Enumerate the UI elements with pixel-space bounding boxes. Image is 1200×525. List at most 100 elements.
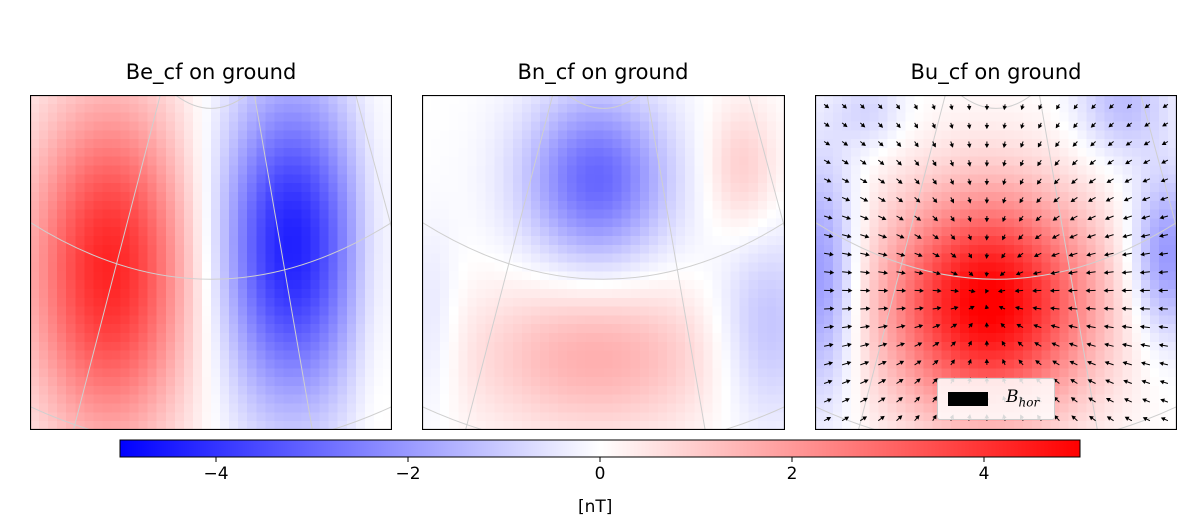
heatmap-cell <box>129 112 140 123</box>
heatmap-cell <box>648 165 659 175</box>
heatmap-cell <box>1086 147 1097 158</box>
heatmap-cell <box>667 271 677 281</box>
heatmap-cell <box>775 333 785 343</box>
heatmap-cell <box>183 103 194 114</box>
heatmap-cell <box>476 218 487 228</box>
heatmap-cell <box>220 297 230 308</box>
heatmap-cell <box>1104 244 1115 255</box>
heatmap-cell <box>539 130 550 140</box>
heatmap-cell <box>1122 324 1133 334</box>
heatmap-cell <box>238 227 248 237</box>
heatmap-cell <box>274 174 284 184</box>
heatmap-cell <box>111 156 122 167</box>
heatmap-cell <box>1077 315 1088 325</box>
heatmap-cell <box>612 156 623 167</box>
heatmap-cell <box>1014 368 1024 378</box>
heatmap-cell <box>1041 288 1051 299</box>
heatmap-cell <box>676 350 686 361</box>
heatmap-cell <box>549 412 559 422</box>
heatmap-cell <box>229 262 239 272</box>
heatmap-cell <box>694 306 704 316</box>
heatmap-cell <box>485 191 496 202</box>
heatmap-cell <box>923 236 934 246</box>
heatmap-cell <box>247 315 257 325</box>
heatmap-cell <box>1122 271 1133 281</box>
heatmap-cell <box>66 324 76 334</box>
heatmap-cell <box>382 394 392 405</box>
heatmap-cell <box>887 359 898 369</box>
heatmap-cell <box>657 297 668 308</box>
heatmap-cell <box>337 421 348 430</box>
heatmap-cell <box>1167 139 1177 149</box>
heatmap-cell <box>1167 244 1177 255</box>
heatmap-cell <box>914 103 925 114</box>
heatmap-cell <box>842 112 852 123</box>
heatmap-cell <box>192 341 203 352</box>
heatmap-cell <box>986 421 997 430</box>
heatmap-cell <box>346 227 357 237</box>
heatmap-cell <box>739 174 750 184</box>
heatmap-cell <box>431 288 441 299</box>
heatmap-cell <box>156 191 167 202</box>
heatmap-cell <box>950 262 961 272</box>
quiver-arrowhead <box>949 105 954 111</box>
heatmap-cell <box>220 403 230 413</box>
heatmap-cell <box>431 280 441 290</box>
heatmap-cell <box>165 315 176 325</box>
heatmap-cell <box>147 377 158 387</box>
heatmap-cell <box>337 333 348 343</box>
heatmap-cell <box>667 200 677 211</box>
quiver-arrowhead <box>844 160 849 165</box>
heatmap-cell <box>431 324 441 334</box>
heatmap-cell <box>138 236 149 246</box>
heatmap-cell <box>431 271 441 281</box>
heatmap-cell <box>422 139 432 149</box>
heatmap-cell <box>521 385 532 396</box>
heatmap-cell <box>373 350 384 361</box>
heatmap-cell <box>703 421 713 430</box>
heatmap-cell <box>265 280 275 290</box>
heatmap-cell <box>739 244 750 255</box>
heatmap-cell <box>775 368 785 378</box>
heatmap-cell <box>256 209 266 220</box>
heatmap-cell <box>328 121 339 131</box>
heatmap-cell <box>1131 218 1142 228</box>
heatmap-cell <box>382 174 392 184</box>
heatmap-cell <box>1059 218 1069 228</box>
heatmap-cell <box>685 350 695 361</box>
heatmap-cell <box>93 385 103 396</box>
heatmap-cell <box>440 385 450 396</box>
heatmap-cell <box>440 394 450 405</box>
heatmap-cell <box>355 421 366 430</box>
heatmap-cell <box>621 121 632 131</box>
heatmap-cell <box>739 218 750 228</box>
heatmap-cell <box>923 121 934 131</box>
heatmap-cell <box>503 280 514 290</box>
heatmap-cell <box>603 174 614 184</box>
heatmap-cell <box>485 236 496 246</box>
heatmap-cell <box>1095 139 1106 149</box>
heatmap-cell <box>346 359 357 369</box>
heatmap-cell <box>657 156 668 167</box>
quiver-arrowhead <box>1050 270 1055 276</box>
heatmap-cell <box>283 209 294 220</box>
heatmap-cell <box>57 394 67 405</box>
heatmap-cell <box>941 306 952 316</box>
heatmap-cell <box>220 394 230 405</box>
heatmap-cell <box>156 306 167 316</box>
heatmap-cell <box>739 421 750 430</box>
heatmap-cell <box>775 174 785 184</box>
heatmap-cell <box>521 377 532 387</box>
heatmap-cell <box>84 359 94 369</box>
heatmap-cell <box>1095 288 1106 299</box>
heatmap-cell <box>1005 288 1015 299</box>
heatmap-cell <box>851 200 861 211</box>
heatmap-cell <box>1131 280 1142 290</box>
heatmap-cell <box>93 244 103 255</box>
quiver-arrowhead <box>1071 160 1077 166</box>
heatmap-cell <box>1068 244 1079 255</box>
heatmap-cell <box>319 200 330 211</box>
heatmap-cell <box>748 244 759 255</box>
heatmap-cell <box>775 341 785 352</box>
heatmap-cell <box>1149 280 1160 290</box>
